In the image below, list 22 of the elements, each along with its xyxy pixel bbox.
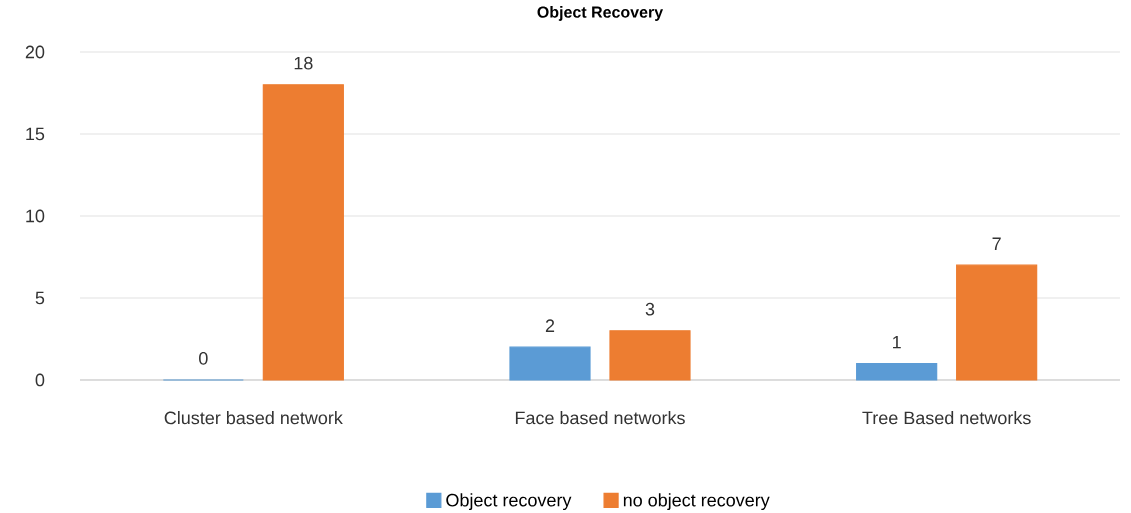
bar xyxy=(609,330,691,381)
data-label: 2 xyxy=(545,319,555,332)
bar xyxy=(262,84,344,381)
data-label: 0 xyxy=(199,351,208,365)
legend-label: no object recovery xyxy=(623,493,770,511)
data-label: 7 xyxy=(992,237,1001,250)
data-label: 3 xyxy=(645,302,655,316)
x-tick-label: Tree Based networks xyxy=(862,411,1031,425)
chart-title: Object Recovery xyxy=(537,6,664,21)
data-label: 1 xyxy=(893,335,901,349)
legend-label: Object recovery xyxy=(446,493,572,511)
y-tick-label: 5 xyxy=(35,291,45,305)
y-tick-label: 10 xyxy=(26,209,45,223)
x-tick-label: Cluster based network xyxy=(164,411,343,425)
bar xyxy=(856,362,938,381)
x-tick-label: Face based networks xyxy=(515,411,685,425)
bar xyxy=(956,264,1038,381)
bar xyxy=(509,346,591,381)
y-tick-label: 15 xyxy=(26,127,45,141)
y-tick-label: 0 xyxy=(35,373,45,387)
y-tick-label: 20 xyxy=(25,45,45,59)
data-label: 18 xyxy=(294,56,313,70)
